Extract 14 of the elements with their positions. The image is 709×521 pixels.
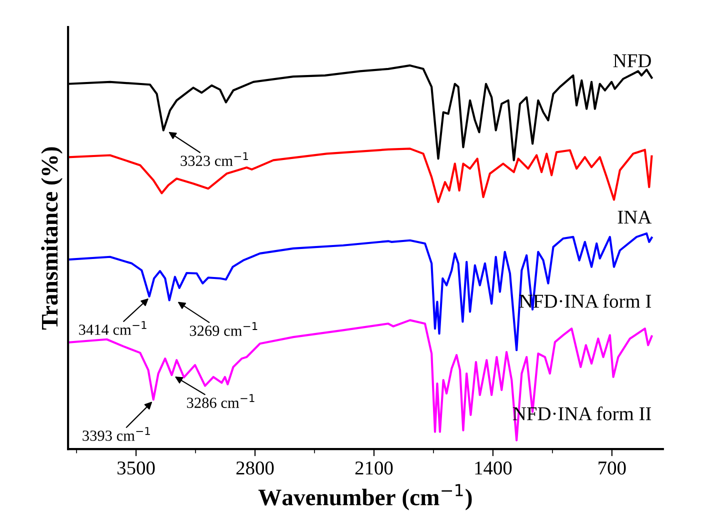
x-tick-label: 2800 xyxy=(236,461,274,475)
series-label: NFD xyxy=(613,54,651,68)
x-tick-label: 1400 xyxy=(475,461,512,475)
x-tick-label: 2100 xyxy=(355,461,393,475)
x-tick-label: 3500 xyxy=(118,461,155,475)
annotation: 3269 cm$^{−1}$ xyxy=(190,322,258,336)
series-label: INA xyxy=(618,210,652,224)
x-tick-label: 700 xyxy=(598,461,626,475)
annotation: 3414 cm$^{−1}$ xyxy=(79,321,146,335)
annotation: 3286 cm$^{−1}$ xyxy=(187,394,254,408)
annotation: 3393 cm$^{−1}$ xyxy=(82,427,150,441)
x-axis-title: Wavenumber (cm$^{−1}$) xyxy=(258,484,472,510)
annotation: 3323 cm$^{−1}$ xyxy=(180,152,248,166)
y-axis-title: Transmitance (%) xyxy=(41,147,63,330)
